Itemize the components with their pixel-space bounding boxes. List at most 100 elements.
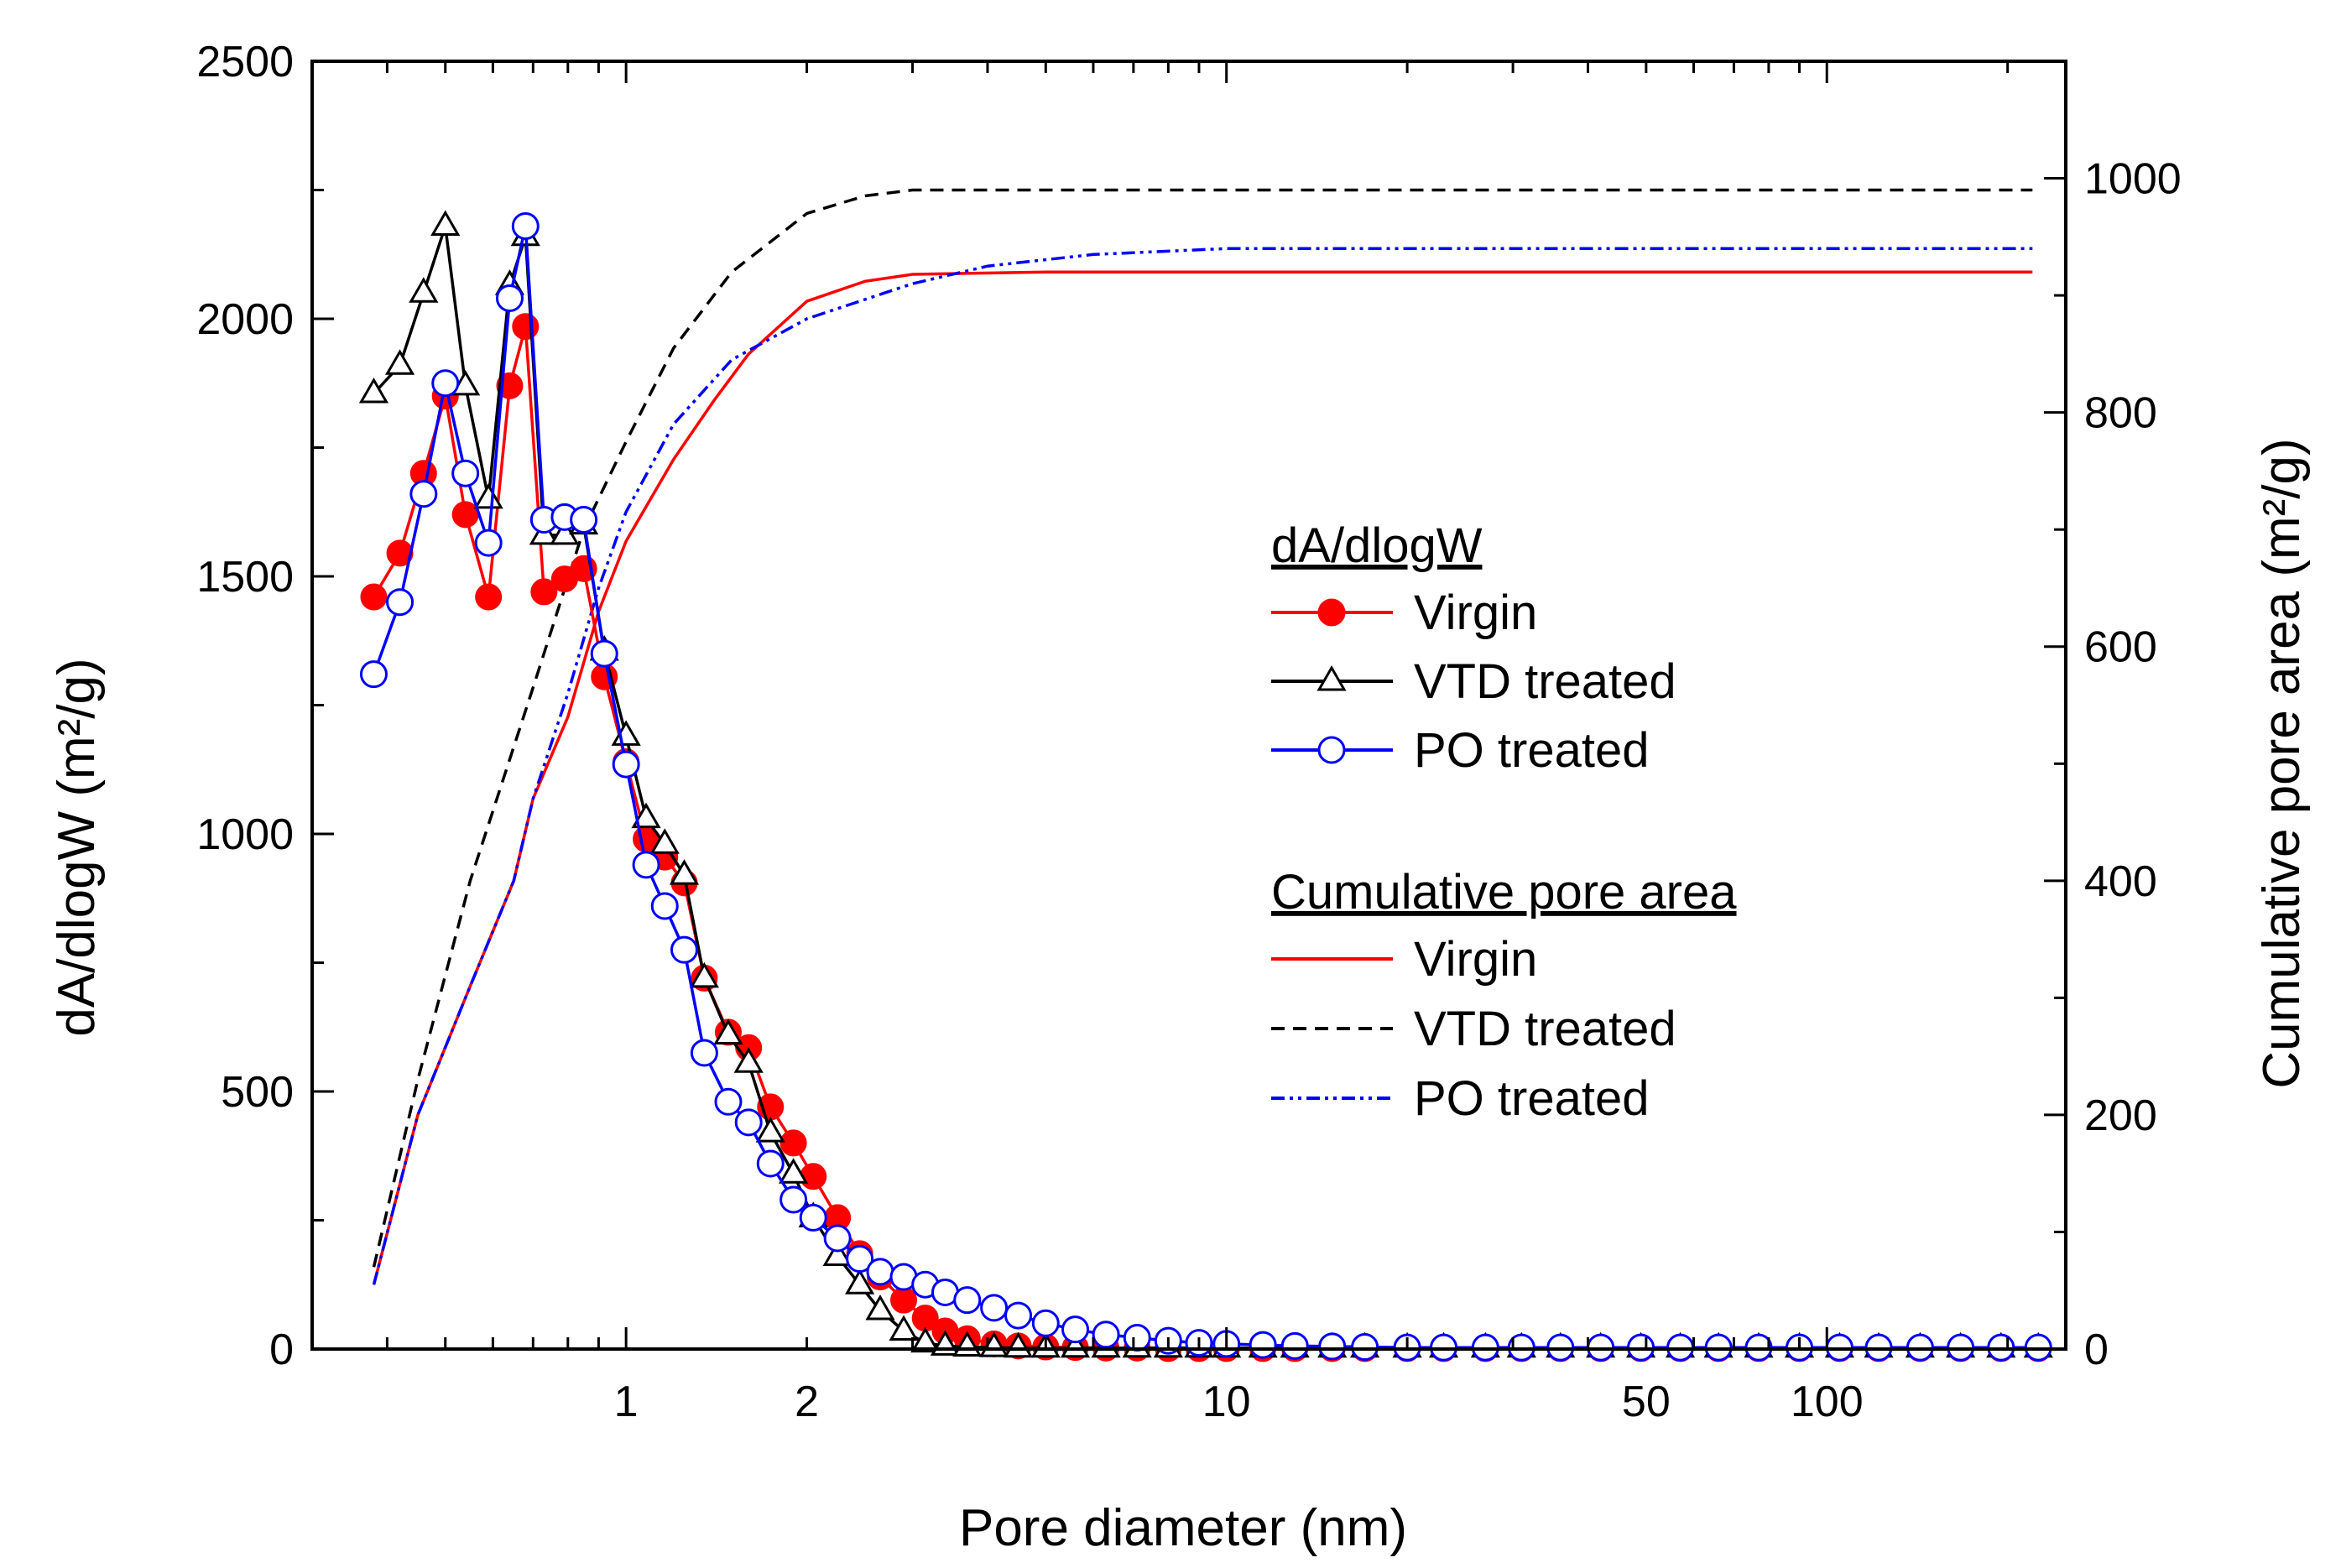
marker-po-treated-2 xyxy=(409,480,438,508)
marker-po-treated-28 xyxy=(953,1286,982,1315)
cumulative-lines xyxy=(372,188,2033,1285)
marker-po-treated-1 xyxy=(386,588,414,617)
marker-virgin-20 xyxy=(779,1129,807,1157)
legend-label-po-dist: PO treated xyxy=(1414,723,1649,778)
legend-marker-po-dist xyxy=(1317,736,1346,764)
marker-po-treated-5 xyxy=(474,529,503,557)
marker-po-treated-14 xyxy=(650,892,679,920)
marker-virgin-25 xyxy=(890,1286,918,1314)
legend-label-po-cum: PO treated xyxy=(1414,1071,1649,1126)
marker-po-treated-41 xyxy=(1351,1333,1379,1362)
marker-virgin-21 xyxy=(800,1163,827,1190)
x-axis-title: Pore diameter (nm) xyxy=(959,1499,1407,1557)
marker-vtd-treated-13 xyxy=(631,802,661,829)
y-right-tick-label: 400 xyxy=(2084,857,2157,906)
y-right-tick-label: 800 xyxy=(2084,389,2157,438)
marker-vtd-treated-1 xyxy=(384,349,415,375)
y-right-tick-label: 0 xyxy=(2084,1326,2109,1374)
marker-po-treated-24 xyxy=(866,1258,894,1286)
x-tick-label: 10 xyxy=(1202,1378,1251,1426)
marker-po-treated-12 xyxy=(612,750,640,779)
marker-vtd-treated-5 xyxy=(473,482,503,509)
legend-label-vtd-cum: VTD treated xyxy=(1414,1002,1676,1056)
marker-po-treated-4 xyxy=(451,459,480,487)
marker-po-treated-34 xyxy=(1123,1323,1151,1352)
y-right-axis-title: Cumulative pore area (m²/g) xyxy=(2253,438,2311,1088)
marker-po-treated-32 xyxy=(1061,1315,1090,1344)
marker-virgin-7 xyxy=(512,313,540,341)
marker-po-treated-39 xyxy=(1280,1331,1309,1360)
marker-po-treated-23 xyxy=(846,1245,874,1274)
y-left-tick-label: 500 xyxy=(221,1068,294,1117)
y-left-tick-label: 1000 xyxy=(196,810,294,859)
marker-virgin-5 xyxy=(475,583,503,611)
cumulative-line-virgin xyxy=(372,270,2033,1285)
marker-vtd-treated-26 xyxy=(910,1326,941,1353)
marker-po-treated-13 xyxy=(632,851,660,879)
marker-po-treated-3 xyxy=(431,369,460,398)
marker-po-treated-20 xyxy=(779,1185,808,1214)
marker-vtd-treated-2 xyxy=(409,277,439,303)
marker-vtd-treated-22 xyxy=(822,1240,852,1266)
marker-virgin-1 xyxy=(386,539,414,567)
marker-vtd-treated-23 xyxy=(845,1268,875,1295)
marker-po-treated-21 xyxy=(799,1203,827,1232)
legend-label-virgin-cum: Virgin xyxy=(1414,932,1537,987)
marker-vtd-treated-14 xyxy=(649,828,680,854)
marker-po-treated-31 xyxy=(1031,1309,1060,1337)
y-left-tick-label: 1500 xyxy=(196,553,294,602)
cumulative-line-vtd-treated xyxy=(372,188,2033,1268)
marker-po-treated-18 xyxy=(734,1108,763,1137)
x-tick-label: 50 xyxy=(1622,1378,1671,1426)
marker-po-treated-19 xyxy=(756,1149,785,1178)
axes: 0 500 1000 1500 2000 2500 0 200 400 600 800 1000 1 2 1… xyxy=(196,38,2181,1426)
marker-po-treated-6 xyxy=(495,284,524,312)
marker-virgin-0 xyxy=(360,583,388,611)
legend-title-cumulative: Cumulative pore area xyxy=(1271,865,1737,919)
marker-po-treated-17 xyxy=(714,1087,743,1116)
marker-vtd-treated-3 xyxy=(430,210,461,236)
marker-po-treated-15 xyxy=(670,935,698,964)
marker-virgin-8 xyxy=(530,578,558,606)
marker-po-treated-16 xyxy=(690,1039,718,1067)
marker-virgin-4 xyxy=(451,501,479,529)
x-tick-label: 1 xyxy=(614,1378,639,1426)
marker-po-treated-7 xyxy=(511,211,540,240)
cumulative-line-po-treated xyxy=(372,247,2033,1285)
y-right-tick-label: 200 xyxy=(2084,1091,2157,1140)
marker-vtd-treated-15 xyxy=(669,859,700,885)
marker-po-treated-11 xyxy=(590,639,618,668)
marker-po-treated-10 xyxy=(570,505,598,534)
marker-vtd-treated-18 xyxy=(733,1047,764,1073)
y-left-tick-label: 2000 xyxy=(196,295,294,344)
legend-label-virgin-dist: Virgin xyxy=(1414,586,1537,640)
marker-vtd-treated-17 xyxy=(713,1018,743,1044)
legend-marker-vtd-dist xyxy=(1316,664,1347,691)
y-left-tick-label: 0 xyxy=(269,1326,294,1374)
marker-po-treated-0 xyxy=(359,660,388,689)
marker-po-treated-30 xyxy=(1004,1301,1033,1330)
marker-vtd-treated-16 xyxy=(689,961,720,988)
marker-vtd-treated-0 xyxy=(358,378,389,404)
marker-vtd-treated-20 xyxy=(779,1158,809,1184)
marker-po-treated-29 xyxy=(980,1294,1009,1322)
marker-vtd-treated-19 xyxy=(755,1117,785,1143)
y-left-axis-title: dA/dlogW (m²/g) xyxy=(48,658,106,1036)
marker-po-treated-40 xyxy=(1318,1332,1347,1361)
marker-po-treated-33 xyxy=(1092,1321,1120,1349)
marker-vtd-treated-32 xyxy=(1060,1331,1091,1358)
marker-vtd-treated-30 xyxy=(1003,1331,1034,1358)
x-tick-label: 100 xyxy=(1791,1378,1864,1426)
marker-vtd-treated-25 xyxy=(889,1315,919,1341)
legend-marker-virgin-dist xyxy=(1317,598,1346,627)
legend-label-vtd-dist: VTD treated xyxy=(1414,654,1676,709)
marker-po-treated-38 xyxy=(1249,1331,1277,1359)
legend: dA/dlogW Virgin VTD treated PO treated C… xyxy=(1271,518,1737,1126)
marker-vtd-treated-24 xyxy=(865,1294,895,1321)
y-left-tick-label: 2500 xyxy=(196,38,294,86)
y-right-tick-label: 1000 xyxy=(2084,155,2182,204)
x-tick-label: 2 xyxy=(795,1378,819,1426)
y-right-tick-label: 600 xyxy=(2084,623,2157,672)
